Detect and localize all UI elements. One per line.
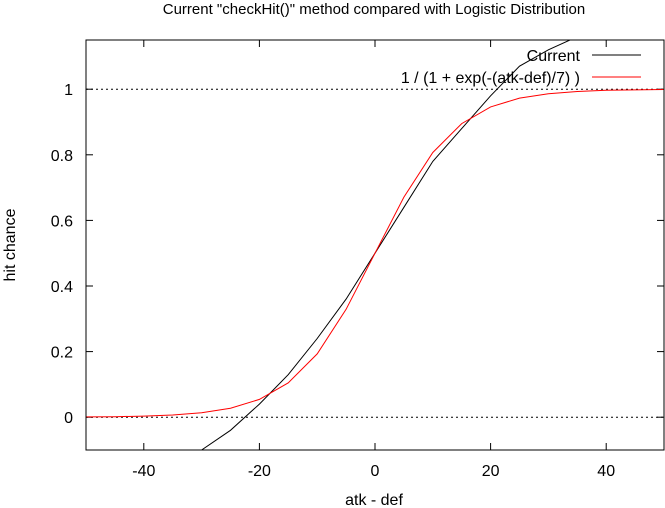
chart-title: Current "checkHit()" method compared wit…	[163, 1, 585, 18]
y-tick-label: 0.8	[51, 148, 73, 165]
y-tick-label: 0	[64, 410, 73, 427]
x-tick-label: 20	[482, 463, 500, 480]
x-tick-label: -20	[248, 463, 271, 480]
axis-ticks: -40 -20 0 20 40 0 0.2 0.4 0.6 0.8 1	[51, 40, 664, 480]
x-tick-label: 0	[371, 463, 380, 480]
y-tick-label: 0.2	[51, 345, 73, 362]
plot-frame	[85, 39, 665, 451]
y-axis-label: hit chance	[2, 208, 19, 281]
y-tick-label: 0.6	[51, 213, 73, 230]
reference-lines	[86, 88, 664, 418]
y-tick-label: 1	[64, 82, 73, 99]
x-tick-label: 40	[597, 463, 615, 480]
legend-label: Current	[527, 48, 581, 65]
series-line-1	[201, 40, 572, 450]
legend-label: 1 / (1 + exp(-(atk-def)/7) )	[401, 70, 580, 87]
x-tick-label: -40	[132, 463, 155, 480]
series-lines	[86, 40, 664, 450]
y-tick-label: 0.4	[51, 279, 73, 296]
legend: Current 1 / (1 + exp(-(atk-def)/7) )	[401, 48, 641, 87]
x-axis-label: atk - def	[345, 492, 403, 508]
series-line-2	[86, 89, 664, 418]
